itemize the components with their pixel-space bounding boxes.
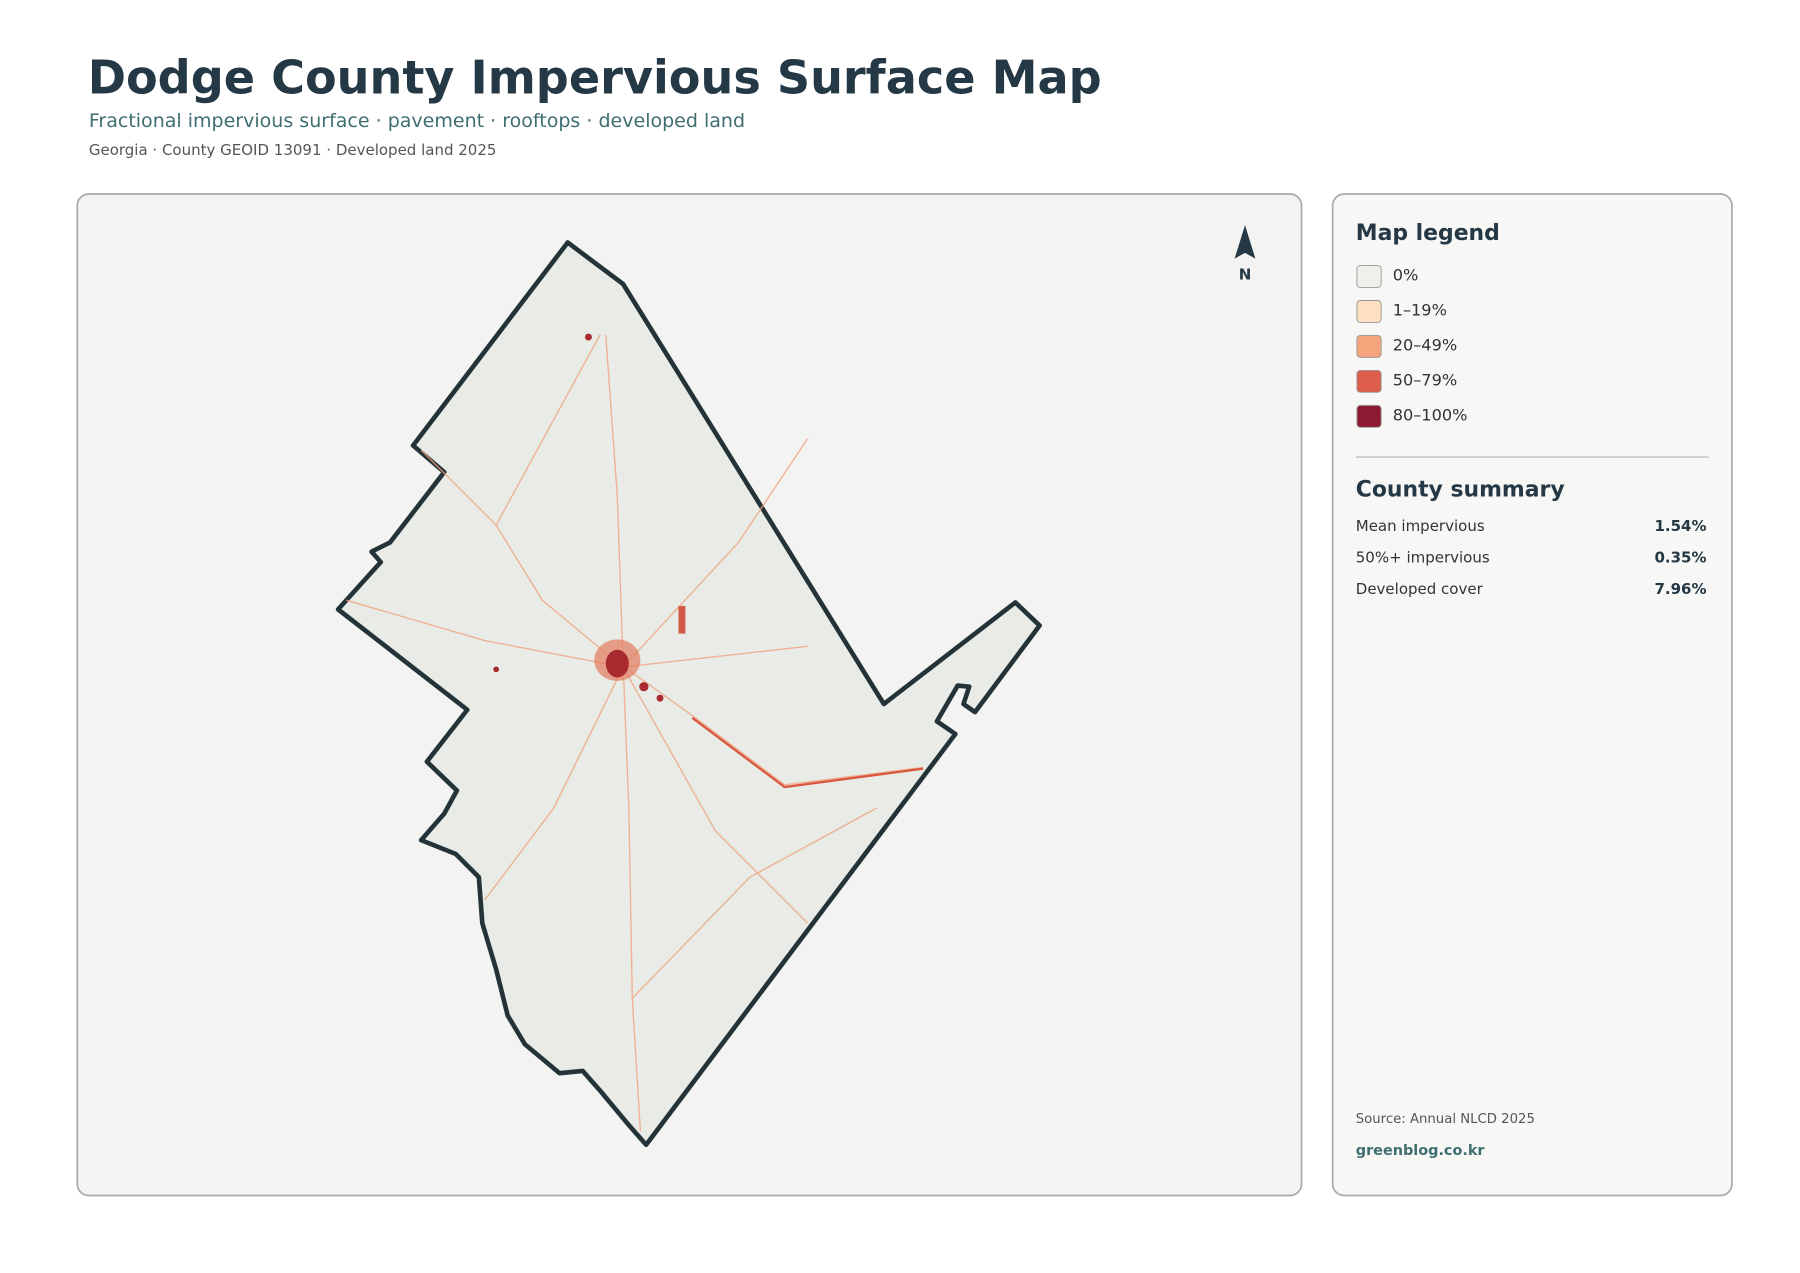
legend-swatch <box>1356 404 1382 428</box>
legend-label: 80–100% <box>1393 405 1468 424</box>
summary-value: 7.96% <box>1654 580 1706 598</box>
north-label: N <box>1239 265 1252 283</box>
source: Source: Annual NLCD 2025 <box>1356 1112 1535 1127</box>
legend-swatch <box>1356 369 1382 393</box>
summary: Mean impervious 1.54% 50%+ impervious 0.35%… <box>1356 517 1707 598</box>
legend-swatch <box>1356 300 1382 323</box>
summary-value: 0.35% <box>1654 548 1706 566</box>
summary-title: County summary <box>1356 477 1565 502</box>
side-panel <box>1331 193 1733 1197</box>
legend-label: 20–49% <box>1393 335 1457 354</box>
legend-swatch <box>1356 335 1382 358</box>
title: Dodge County Impervious Surface Map <box>88 51 1102 105</box>
legend-title: Map legend <box>1356 221 1500 246</box>
town <box>493 333 686 702</box>
legend-label: 0% <box>1393 266 1419 285</box>
legend-label: 1–19% <box>1393 301 1447 320</box>
legend-swatch <box>1356 265 1382 288</box>
county-boundary <box>335 240 1042 1148</box>
legend-label: 50–79% <box>1393 370 1457 389</box>
subtitle: Fractional impervious surface · pavement… <box>89 110 745 132</box>
summary-label: Developed cover <box>1356 580 1484 598</box>
county-map <box>335 240 1042 1148</box>
north-arrow: N <box>1234 225 1256 283</box>
summary-label: Mean impervious <box>1356 517 1485 535</box>
credit: greenblog.co.kr <box>1356 1143 1486 1159</box>
meta: Georgia · County GEOID 13091 · Developed… <box>89 141 497 159</box>
summary-label: 50%+ impervious <box>1356 548 1490 566</box>
summary-value: 1.54% <box>1654 517 1706 535</box>
highway <box>691 716 924 789</box>
legend: 0% 1–19% 20–49% 50–79% 80–100% <box>1356 265 1468 428</box>
